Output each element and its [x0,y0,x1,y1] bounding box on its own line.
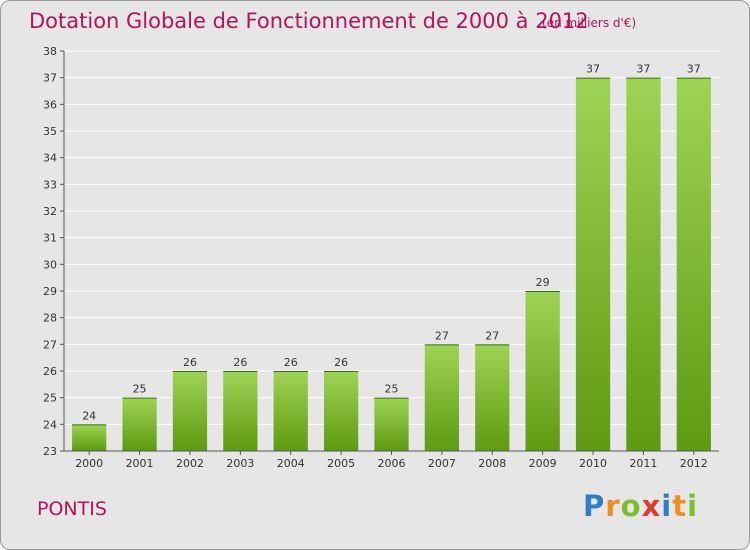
bar-value-label: 26 [334,356,348,369]
y-tick-label: 27 [43,338,57,351]
bar [575,77,611,452]
bar [172,371,208,451]
x-tick-label: 2000 [75,457,103,470]
bar-value-label: 26 [284,356,298,369]
x-tick-label: 2004 [277,457,305,470]
logo-letter: r [605,489,621,523]
y-tick-label: 30 [43,258,57,271]
bar [525,291,560,451]
bar-value-label: 24 [82,409,96,422]
x-tick-label: 2008 [478,457,506,470]
y-tick-label: 24 [43,418,57,431]
bar-value-label: 37 [586,63,600,76]
y-tick-label: 38 [43,45,57,58]
x-tick-label: 2012 [680,457,708,470]
y-tick-label: 37 [43,72,57,85]
logo-letter: t [672,489,688,523]
x-tick-label: 2002 [176,457,204,470]
logo-letter: x [641,489,662,523]
bar-value-label: 27 [485,329,499,342]
y-tick-label: 25 [43,392,57,405]
logo-letter: i [661,489,673,523]
y-tick-label: 35 [43,125,57,138]
bar [374,397,409,451]
bar [273,371,308,451]
x-tick-label: 2003 [226,457,254,470]
y-tick-label: 26 [43,365,57,378]
bar-value-label: 25 [133,383,147,396]
x-tick-label: 2009 [529,457,557,470]
bar-value-label: 26 [183,356,197,369]
y-tick-label: 34 [43,152,57,165]
bar-value-label: 26 [233,356,247,369]
y-tick-label: 36 [43,98,57,111]
bar [676,77,711,452]
x-tick-label: 2010 [579,457,607,470]
y-tick-label: 23 [43,445,57,458]
chart-title: Dotation Globale de Fonctionnement de 20… [29,9,589,33]
x-tick-label: 2001 [126,457,154,470]
bars: 24 25 26 26 26 26 25 27 27 29 37 37 37 [72,63,711,452]
bar-value-label: 37 [687,63,701,76]
bar [122,397,157,451]
logo-letter: i [687,489,699,523]
x-tick-label: 2007 [428,457,456,470]
axes: 23 24 25 26 27 28 29 30 31 32 33 34 35 36 37 38 2000 2001… [43,45,719,470]
logo-letter: o [620,489,642,523]
x-tick-label: 2011 [629,457,657,470]
bar [424,344,460,451]
commune-name: PONTIS [37,498,107,520]
bar [475,344,510,451]
proxiti-logo[interactable]: Proxiti [583,489,698,523]
bar [626,77,661,452]
chart-subtitle: (en milliers d'€) [542,16,637,30]
x-tick-label: 2005 [327,457,355,470]
y-tick-label: 31 [43,232,57,245]
logo-letter: P [583,489,606,523]
bar-value-label: 25 [385,383,399,396]
bar [323,371,359,451]
bar-value-label: 37 [636,63,650,76]
bar [223,371,258,451]
bar [72,424,107,451]
y-tick-label: 29 [43,285,57,298]
x-tick-label: 2006 [378,457,406,470]
y-tick-label: 33 [43,178,57,191]
bar-value-label: 27 [435,329,449,342]
y-tick-label: 28 [43,312,57,325]
bar-value-label: 29 [536,276,550,289]
y-tick-label: 32 [43,205,57,218]
